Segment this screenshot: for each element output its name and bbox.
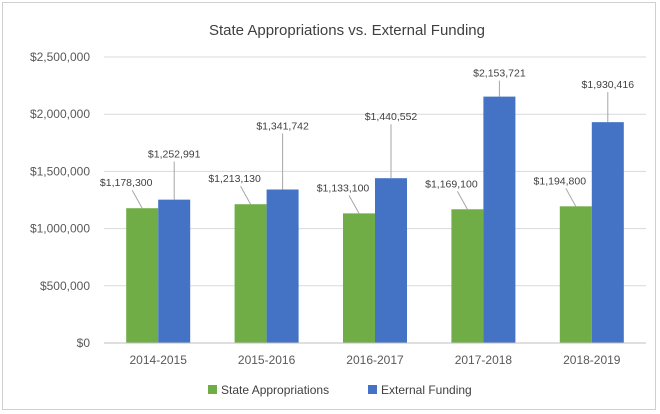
legend: State Appropriations External Funding [208,383,472,397]
y-tick-label: $2,000,000 [30,107,90,121]
leader-line [240,185,252,205]
x-tick-label: 2018-2019 [563,353,621,367]
x-tick-label: 2015-2016 [238,353,296,367]
data-label: $1,213,130 [208,173,261,185]
x-tick-label: 2017-2018 [455,353,513,367]
y-axis: $0 $500,000 $1,000,000 $1,500,000 $2,000,000… [30,50,90,350]
data-label: $1,178,300 [100,177,153,189]
y-tick-label: $0 [77,336,91,350]
data-label: $1,930,416 [582,79,635,91]
bar [126,208,159,343]
legend-entry: State Appropriations [221,383,329,397]
data-label: $1,169,100 [425,178,478,190]
chart-frame [2,2,656,410]
bar [375,178,407,343]
bar [559,206,592,343]
data-label: $2,153,721 [473,68,526,80]
bar [234,204,267,343]
bar [483,96,516,343]
legend-swatch [208,385,217,394]
leader-line [348,195,360,214]
bar [591,122,624,344]
bar [451,209,484,343]
x-axis: 2014-2015 2015-2016 2016-2017 2017-2018 2018… [104,342,646,367]
bar [158,199,191,343]
leader-lines [131,80,609,214]
data-labels: $1,178,300 $1,252,991 $1,213,130 $1,341,742… [100,68,634,195]
leader-line [131,189,143,209]
chart-title: State Appropriations vs. External Fundin… [209,22,485,39]
y-tick-label: $2,500,000 [30,50,90,64]
leader-line [456,191,468,210]
y-tick-label: $500,000 [40,279,90,293]
bar [266,189,299,343]
legend-entry: External Funding [381,383,472,397]
data-label: $1,341,742 [256,121,309,133]
x-tick-label: 2016-2017 [346,353,404,367]
data-label: $1,133,100 [317,182,370,194]
y-tick-label: $1,500,000 [30,164,90,178]
data-label: $1,194,800 [534,175,587,187]
bars [126,96,624,344]
y-tick-label: $1,000,000 [30,222,90,236]
legend-swatch [368,385,377,394]
bar [343,213,375,343]
data-label: $1,440,552 [365,111,418,123]
data-label: $1,252,991 [148,149,201,161]
leader-line [565,188,577,207]
x-tick-label: 2014-2015 [130,353,188,367]
